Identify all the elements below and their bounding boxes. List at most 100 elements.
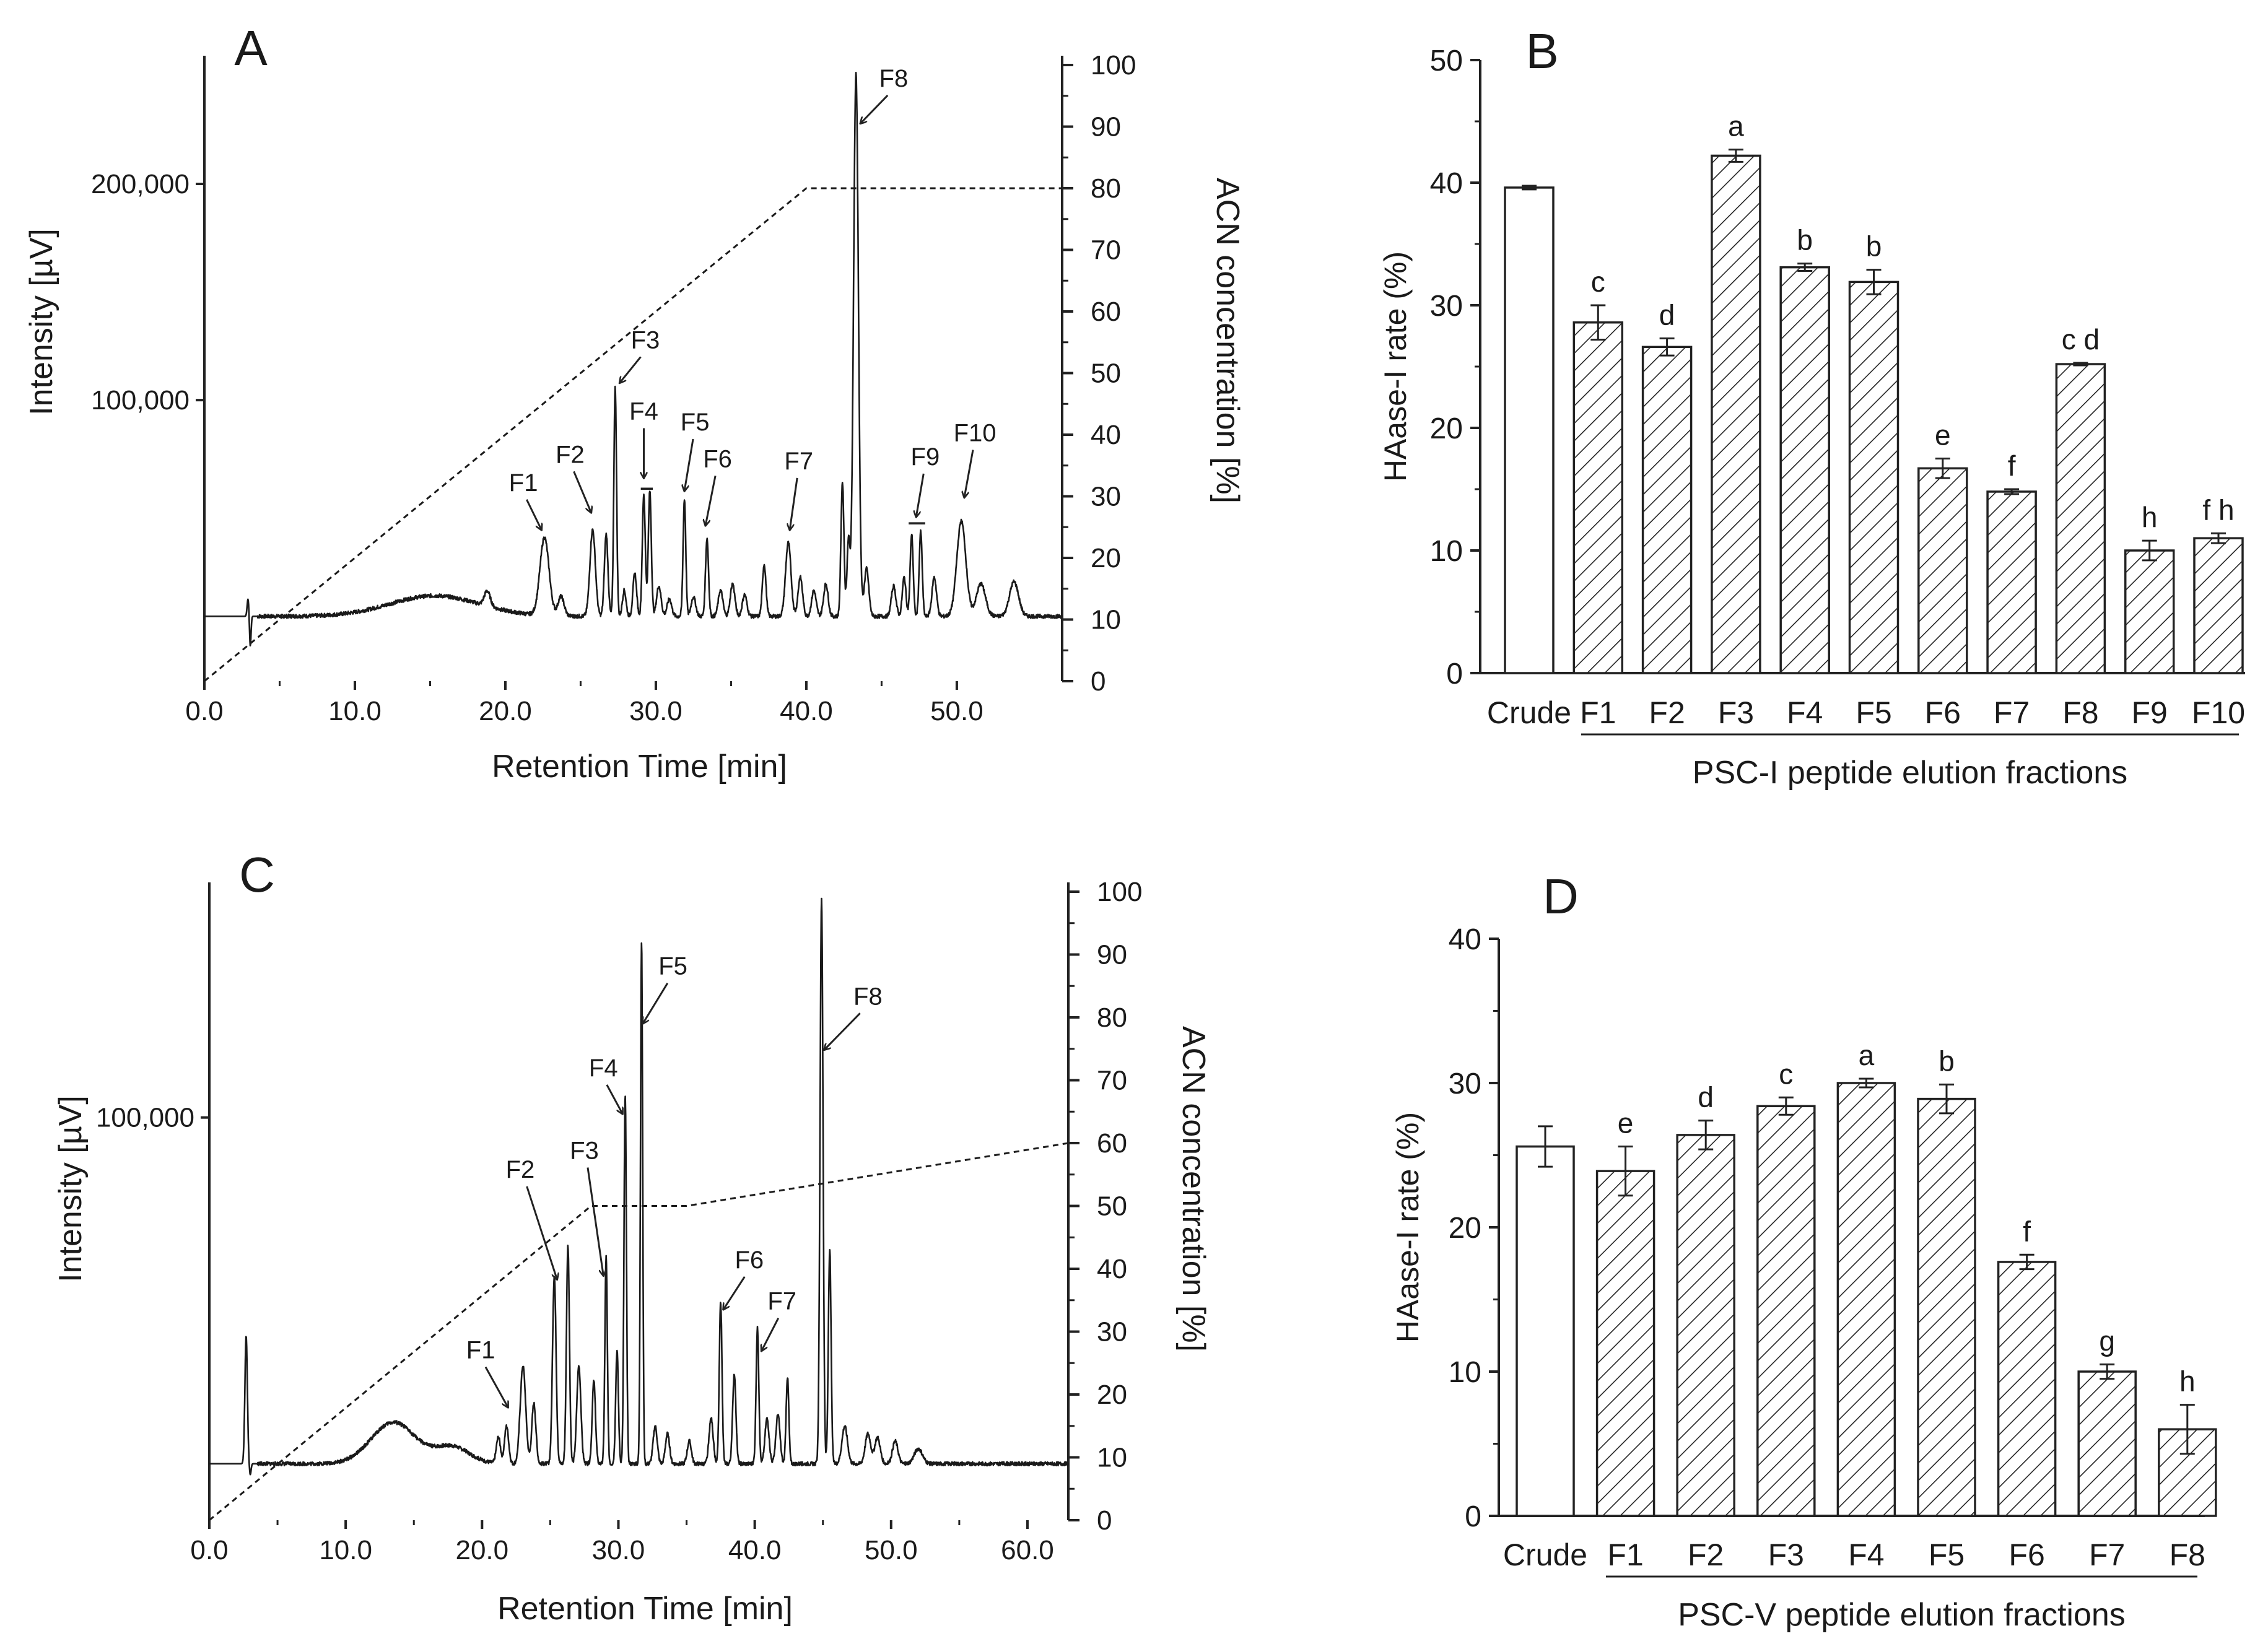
peak-arrow (916, 473, 925, 517)
peak-arrow (620, 356, 642, 383)
category-label: F3 (1768, 1538, 1804, 1572)
peak-label-f1: F1 (509, 469, 538, 497)
peak-arrow (964, 450, 974, 497)
peak-arrow (526, 1186, 557, 1279)
x-axis-title: Retention Time [min] (492, 749, 787, 785)
y2-tick-label: 90 (1097, 940, 1127, 970)
significance-letter: f (2008, 450, 2016, 482)
significance-letter: c (1779, 1058, 1793, 1090)
y-tick-label: 0 (1446, 658, 1463, 690)
y2-tick-label: 50 (1091, 359, 1121, 389)
significance-letter: g (2099, 1325, 2115, 1357)
bar-f2 (1676, 1134, 1735, 1517)
bar-f6 (1997, 1261, 2057, 1517)
bar-f7 (2077, 1370, 2137, 1517)
peak-arrow (484, 1366, 508, 1408)
y2-tick-label: 10 (1097, 1443, 1127, 1473)
y-tick-label: 40 (1430, 167, 1463, 200)
bar-f7 (1986, 490, 2037, 674)
category-label: Crude (1503, 1538, 1587, 1572)
panel-label-c: C (239, 847, 275, 902)
peak-label-f5: F5 (658, 953, 687, 980)
x-axis-title: Retention Time [min] (497, 1591, 793, 1627)
peak-label-f2: F2 (556, 441, 585, 468)
significance-letter: e (1935, 419, 1951, 451)
y2-tick-label: 70 (1091, 235, 1121, 266)
chromatogram-c: C 0.0 10.0 20.0 30.0 40.0 50.0 60.0 100,000 0 10 20… (53, 847, 1211, 1627)
x-tick-label: 40.0 (728, 1535, 782, 1565)
y2-tick-label: 50 (1097, 1191, 1127, 1222)
peak-label-f8: F8 (853, 983, 883, 1010)
x-tick-label: 40.0 (780, 696, 833, 726)
panel-label-d: D (1543, 869, 1579, 924)
chromatogram-trace (204, 71, 1063, 646)
bar-chart-d: D 0 10 20 30 40 HAase-I rate (%) Crude e F1 d F2 c F3… (1390, 869, 2217, 1633)
chromatogram-trace (209, 897, 1070, 1476)
y-tick-label: 20 (1430, 412, 1463, 445)
y2-tick-label: 60 (1097, 1128, 1127, 1159)
y-axis-title: Intensity [µV] (53, 1095, 89, 1282)
peak-arrow (723, 1276, 746, 1310)
peak-label-f3: F3 (631, 326, 660, 354)
x-tick-label: 60.0 (1001, 1535, 1054, 1565)
category-label: F5 (1929, 1538, 1965, 1572)
bar-f2 (1641, 346, 1693, 674)
y2-tick-label: 100 (1091, 50, 1136, 80)
peak-arrow (587, 1167, 603, 1276)
category-label: F1 (1607, 1538, 1643, 1572)
significance-letter: h (2142, 501, 2158, 533)
significance-letter: f h (2202, 494, 2234, 526)
acn-gradient-line (204, 187, 1062, 682)
bar-f1 (1595, 1170, 1655, 1517)
x-tick-label: 30.0 (629, 696, 683, 726)
bar-f5 (1917, 1097, 1976, 1517)
significance-letter: f (2023, 1215, 2031, 1247)
x-tick-label: 10.0 (319, 1535, 372, 1565)
peak-label-f4: F4 (629, 398, 658, 425)
x-tick-label: 0.0 (185, 696, 223, 726)
peak-label-f8: F8 (879, 65, 909, 92)
peak-arrow (573, 471, 591, 512)
y-axis-title: Intensity [µV] (24, 228, 59, 416)
y-tick-label: 40 (1449, 923, 1481, 956)
y2-tick-label: 60 (1091, 297, 1121, 327)
peak-label-f5: F5 (681, 409, 710, 436)
peak-label-f10: F10 (954, 419, 997, 446)
category-label: F3 (1718, 695, 1754, 730)
acn-gradient-line (209, 1142, 1069, 1521)
x-axis-title: PSC-I peptide elution fractions (1693, 755, 2127, 791)
peak-label-f9: F9 (911, 443, 940, 471)
y2-axis-title: ACN concentration [%] (1210, 178, 1245, 503)
y2-tick-label: 20 (1097, 1380, 1127, 1410)
peak-label-f6: F6 (703, 445, 732, 472)
y-tick-label: 30 (1430, 290, 1463, 323)
significance-letter: d (1659, 298, 1675, 331)
x-tick-label: 20.0 (479, 696, 532, 726)
category-label: F8 (2062, 695, 2098, 730)
bar-f4 (1836, 1082, 1896, 1517)
bar-f6 (1917, 467, 1968, 674)
bar-crude (1516, 1145, 1575, 1517)
significance-letter: b (1939, 1045, 1955, 1077)
significance-letter: b (1797, 224, 1813, 256)
peak-arrow (526, 499, 541, 530)
significance-letter: c d (2062, 323, 2100, 355)
category-label: Crude (1487, 695, 1571, 730)
peak-label-f3: F3 (570, 1138, 599, 1165)
y-tick-label: 100,000 (96, 1103, 194, 1133)
category-label: F6 (1925, 695, 1961, 730)
y-tick-label: 50 (1430, 45, 1463, 77)
bar-f8 (2055, 363, 2106, 674)
bar-f3 (1711, 154, 1761, 674)
category-label: F2 (1688, 1538, 1724, 1572)
panel-label-a: A (234, 20, 268, 76)
bar-f4 (1779, 266, 1830, 674)
peak-arrow (824, 1012, 861, 1050)
category-label: F1 (1580, 695, 1616, 730)
y2-tick-label: 20 (1091, 543, 1121, 573)
bar-chart-b: B 0 10 20 30 40 50 HAase-I rate (%) Crude c F1 d F2 a… (1378, 24, 2245, 791)
y2-tick-label: 30 (1091, 482, 1121, 512)
category-label: F2 (1649, 695, 1685, 730)
x-tick-label: 10.0 (328, 696, 382, 726)
